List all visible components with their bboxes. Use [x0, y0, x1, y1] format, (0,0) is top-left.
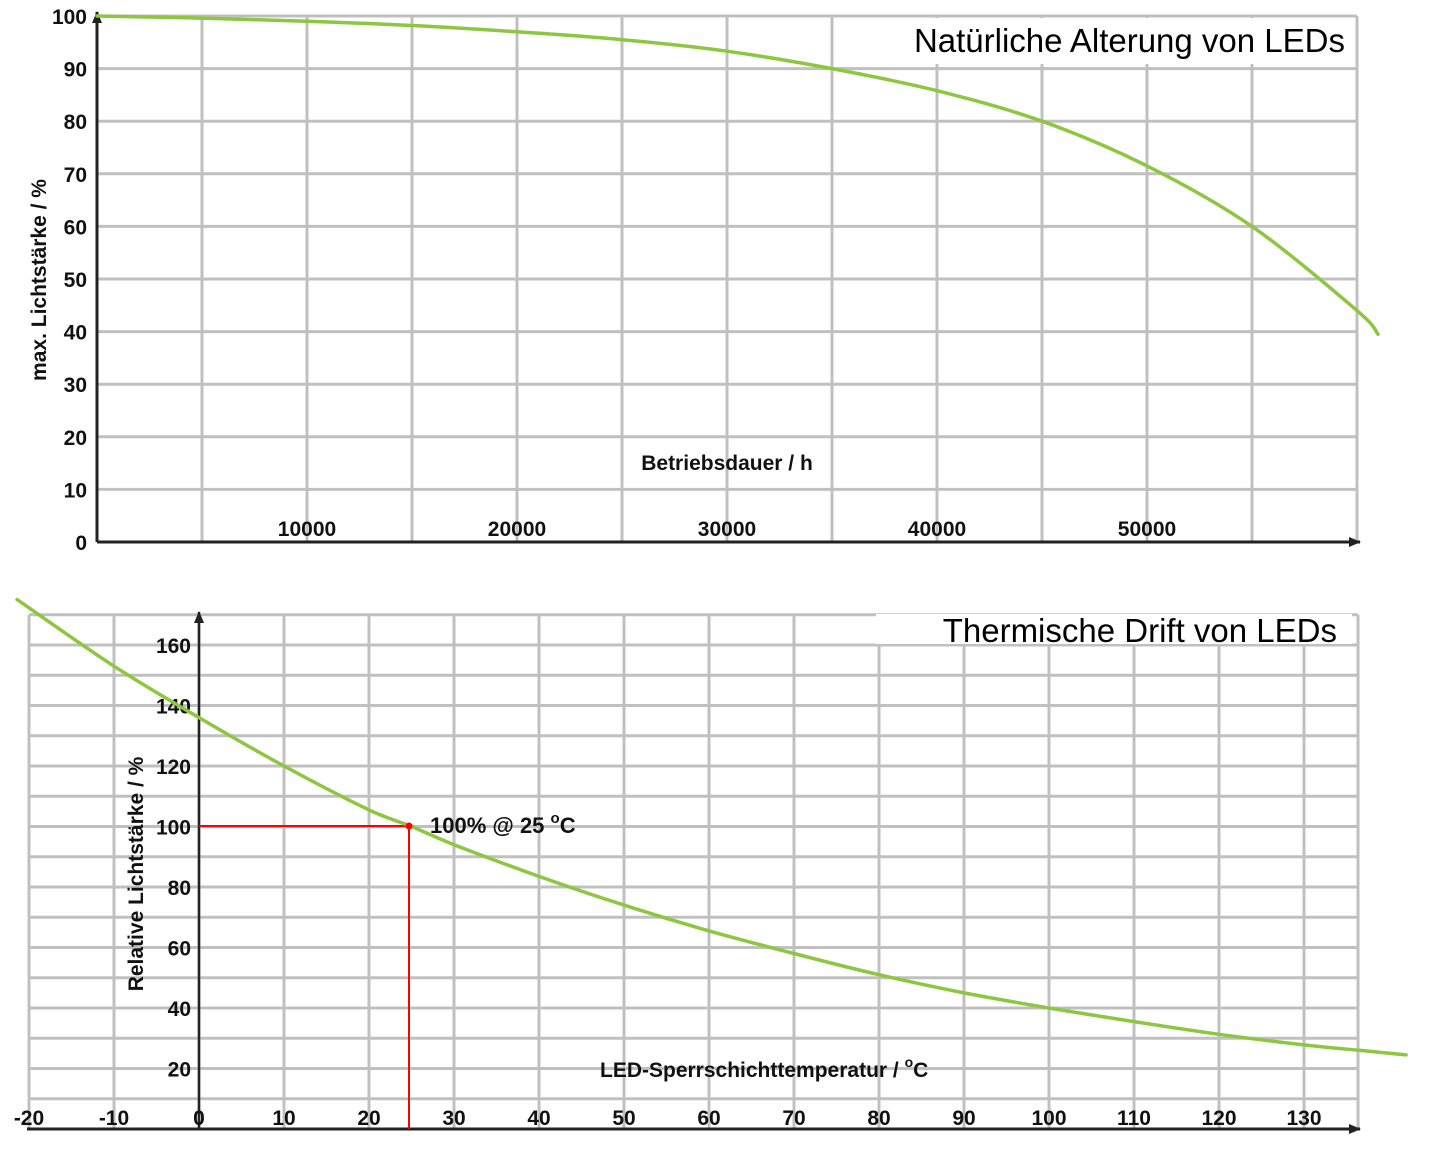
x-tick-label: 110	[1117, 1107, 1151, 1130]
x-tick-label: 40000	[908, 518, 966, 541]
thermal-x-tick-labels: -20 -10 0 10 20 30 40 50 60 70 80 90 100 110 120 130	[14, 1107, 1322, 1130]
y-tick-label: 20	[64, 427, 87, 450]
aging-y-axis-label: max. Lichtstärke / %	[28, 179, 51, 381]
y-tick-label: 0	[75, 532, 87, 555]
x-tick-label: 50	[612, 1107, 635, 1130]
aging-grid	[97, 14, 1359, 544]
y-tick-label: 60	[64, 216, 87, 239]
x-tick-label: 20000	[488, 518, 546, 541]
x-tick-label: 90	[952, 1107, 975, 1130]
y-tick-label: 40	[168, 998, 191, 1021]
x-tick-label: 0	[193, 1107, 205, 1130]
x-tick-label: 20	[357, 1107, 380, 1130]
y-tick-label: 100	[52, 6, 87, 29]
reference-annotation: 100% @ 25 oC	[430, 810, 576, 838]
y-tick-label: 140	[156, 696, 191, 719]
y-tick-label: 40	[64, 322, 87, 345]
thermal-curve	[15, 597, 1408, 1057]
y-tick-label: 50	[64, 269, 87, 292]
y-tick-label: 90	[64, 59, 87, 82]
x-tick-label: 80	[867, 1107, 890, 1130]
y-tick-label: 120	[156, 756, 191, 779]
x-tick-label: 70	[782, 1107, 805, 1130]
aging-title-bg	[842, 18, 1352, 64]
thermal-title-bg	[876, 614, 1352, 644]
x-tick-label: 130	[1286, 1107, 1321, 1130]
reference-point-marker	[405, 822, 413, 830]
x-tick-label: 30000	[698, 518, 756, 541]
y-tick-label: 60	[168, 938, 191, 961]
x-tick-label: 40	[527, 1107, 550, 1130]
aging-chart: 0 10 20 30 40 50 60 70 80 90 100 10000 20000 30000 40…	[28, 6, 1380, 555]
x-tick-label: 50000	[1118, 518, 1176, 541]
thermal-x-axis-label: LED-Sperrschichttemperatur / oC	[600, 1054, 928, 1082]
thermal-y-axis-label: Relative Lichtstärke / %	[125, 756, 148, 991]
x-tick-label: 30	[442, 1107, 465, 1130]
x-tick-label: 60	[697, 1107, 720, 1130]
x-tick-label: 120	[1201, 1107, 1236, 1130]
y-tick-label: 80	[64, 111, 87, 134]
aging-x-tick-labels: 10000 20000 30000 40000 50000	[278, 518, 1176, 541]
aging-title: Natürliche Alterung von LEDs	[914, 22, 1345, 59]
y-tick-label: 10	[64, 479, 87, 502]
y-tick-label: 80	[168, 877, 191, 900]
aging-y-tick-labels: 0 10 20 30 40 50 60 70 80 90 100	[52, 6, 87, 555]
y-tick-label: 70	[64, 164, 87, 187]
y-tick-label: 160	[156, 635, 191, 658]
y-tick-label: 30	[64, 374, 87, 397]
thermal-grid	[27, 613, 1360, 1129]
x-tick-label: -10	[99, 1107, 129, 1130]
x-tick-label: 100	[1031, 1107, 1066, 1130]
x-tick-label: 10	[272, 1107, 295, 1130]
thermal-y-tick-labels: 20 40 60 80 100 120 140 160	[156, 635, 191, 1082]
y-tick-label: 20	[168, 1059, 191, 1082]
aging-curve	[95, 14, 1380, 336]
y-tick-label: 100	[156, 817, 191, 840]
thermal-title: Thermische Drift von LEDs	[943, 612, 1337, 649]
x-tick-label: 10000	[278, 518, 336, 541]
thermal-chart: 20 40 60 80 100 120 140 160 -20 -10 0 10 20 30 40 50 60…	[14, 597, 1408, 1134]
aging-x-axis-label: Betriebsdauer / h	[641, 452, 813, 475]
x-tick-label: -20	[14, 1107, 44, 1130]
